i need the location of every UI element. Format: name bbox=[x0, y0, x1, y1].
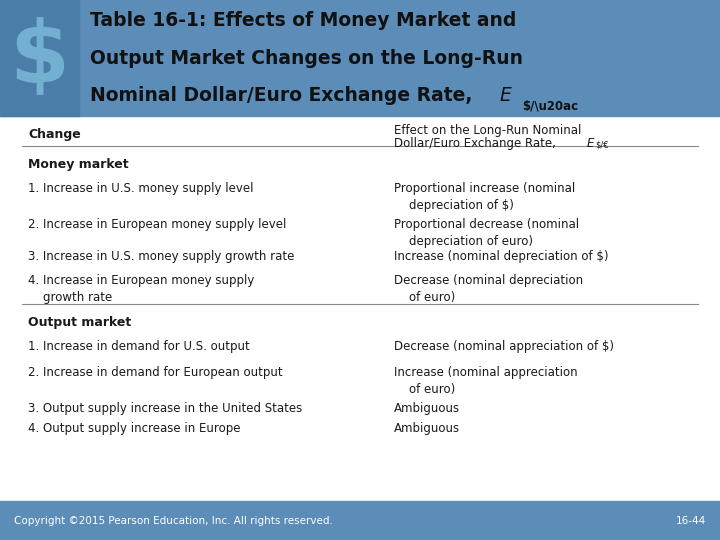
Text: 4. Output supply increase in Europe: 4. Output supply increase in Europe bbox=[28, 422, 240, 435]
Text: $: $ bbox=[9, 17, 70, 99]
Text: $\it{E}$: $\it{E}$ bbox=[586, 137, 595, 150]
Text: Output market: Output market bbox=[28, 316, 131, 329]
Text: Proportional increase (nominal
    depreciation of $): Proportional increase (nominal depreciat… bbox=[394, 182, 575, 212]
Text: Effect on the Long-Run Nominal: Effect on the Long-Run Nominal bbox=[394, 124, 581, 137]
Text: Increase (nominal appreciation
    of euro): Increase (nominal appreciation of euro) bbox=[394, 366, 577, 396]
Text: Money market: Money market bbox=[28, 158, 129, 171]
Text: 1. Increase in demand for U.S. output: 1. Increase in demand for U.S. output bbox=[28, 340, 250, 353]
Text: Decrease (nominal depreciation
    of euro): Decrease (nominal depreciation of euro) bbox=[394, 274, 583, 304]
Text: Nominal Dollar/Euro Exchange Rate,: Nominal Dollar/Euro Exchange Rate, bbox=[90, 86, 479, 105]
Text: $/€: $/€ bbox=[595, 140, 608, 149]
Text: Increase (nominal depreciation of $): Increase (nominal depreciation of $) bbox=[394, 250, 608, 263]
Text: $/\u20ac: $/\u20ac bbox=[522, 99, 578, 112]
Text: Dollar/Euro Exchange Rate,: Dollar/Euro Exchange Rate, bbox=[394, 137, 559, 150]
Text: 2. Increase in European money supply level: 2. Increase in European money supply lev… bbox=[28, 218, 287, 231]
Bar bbox=[0, 0, 79, 116]
Text: 4. Increase in European money supply
    growth rate: 4. Increase in European money supply gro… bbox=[28, 274, 254, 304]
Text: Proportional decrease (nominal
    depreciation of euro): Proportional decrease (nominal depreciat… bbox=[394, 218, 579, 248]
Text: 3. Output supply increase in the United States: 3. Output supply increase in the United … bbox=[28, 402, 302, 415]
Text: Output Market Changes on the Long-Run: Output Market Changes on the Long-Run bbox=[90, 49, 523, 68]
Text: Change: Change bbox=[28, 128, 81, 141]
Text: Decrease (nominal appreciation of $): Decrease (nominal appreciation of $) bbox=[394, 340, 613, 353]
Text: Copyright ©2015 Pearson Education, Inc. All rights reserved.: Copyright ©2015 Pearson Education, Inc. … bbox=[14, 516, 333, 525]
Text: 16-44: 16-44 bbox=[675, 516, 706, 525]
Text: 3. Increase in U.S. money supply growth rate: 3. Increase in U.S. money supply growth … bbox=[28, 250, 294, 263]
Text: Ambiguous: Ambiguous bbox=[394, 402, 460, 415]
Text: 1. Increase in U.S. money supply level: 1. Increase in U.S. money supply level bbox=[28, 182, 253, 195]
Text: 2. Increase in demand for European output: 2. Increase in demand for European outpu… bbox=[28, 366, 283, 379]
Text: Ambiguous: Ambiguous bbox=[394, 422, 460, 435]
Text: Table 16-1: Effects of Money Market and: Table 16-1: Effects of Money Market and bbox=[90, 11, 516, 30]
Text: $\it{E}$: $\it{E}$ bbox=[499, 86, 513, 105]
